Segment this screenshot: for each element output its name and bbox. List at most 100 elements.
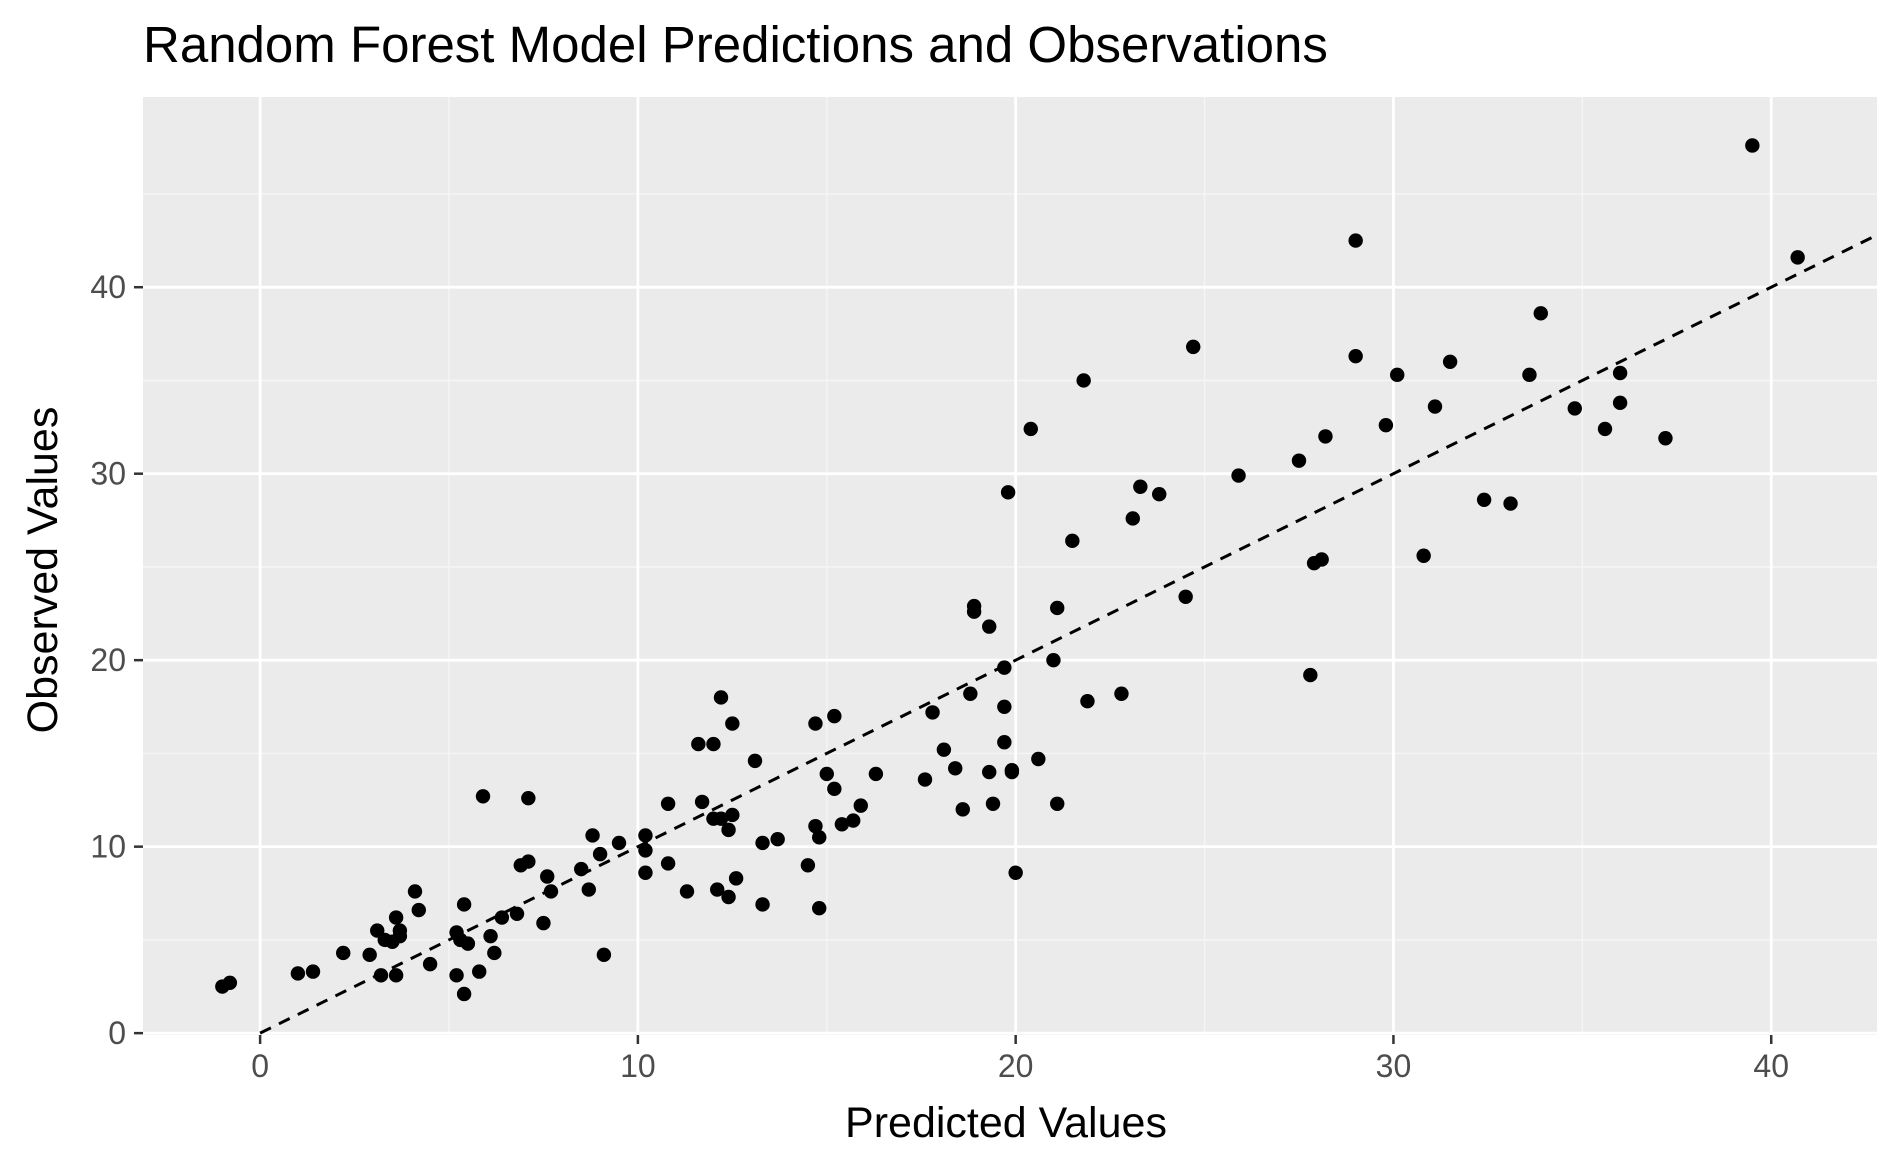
data-point <box>1114 686 1129 701</box>
data-point <box>596 947 612 963</box>
data-point <box>710 882 725 897</box>
data-point <box>827 781 842 797</box>
data-point <box>982 619 997 634</box>
data-point <box>660 856 676 871</box>
x-tick-label: 20 <box>998 1048 1034 1084</box>
data-point <box>917 772 933 787</box>
data-point <box>1790 250 1805 265</box>
data-point <box>997 660 1012 675</box>
data-point <box>1348 233 1363 248</box>
data-point <box>755 835 770 851</box>
data-point <box>611 835 627 851</box>
data-point <box>725 807 740 823</box>
data-point <box>1348 349 1363 364</box>
y-axis-ticks: 0 10 20 30 40 <box>90 269 143 1051</box>
data-point <box>827 708 842 724</box>
y-tick-label: 20 <box>90 642 126 678</box>
data-point <box>1503 496 1518 511</box>
data-point <box>997 735 1012 750</box>
data-point <box>1533 306 1548 321</box>
y-axis-title: Observed Values <box>19 407 67 734</box>
data-point <box>373 968 389 983</box>
data-point <box>660 796 676 811</box>
data-point <box>460 936 476 951</box>
data-point <box>407 884 423 899</box>
data-point <box>925 705 940 720</box>
x-tick-label: 0 <box>251 1048 269 1084</box>
chart-title: Random Forest Model Predictions and Obse… <box>143 16 1328 73</box>
data-point <box>1008 865 1023 880</box>
data-point <box>725 716 740 731</box>
data-point <box>1318 429 1333 444</box>
data-point <box>808 818 823 834</box>
data-point <box>1050 600 1065 616</box>
x-tick-label: 10 <box>620 1048 656 1084</box>
data-point <box>819 766 834 782</box>
data-point <box>449 968 464 983</box>
data-point <box>1390 367 1405 383</box>
data-point <box>808 716 823 731</box>
data-point <box>581 882 596 897</box>
data-point <box>1303 667 1318 683</box>
data-point <box>1004 762 1020 778</box>
data-point <box>747 753 763 769</box>
data-point <box>362 947 377 963</box>
data-point <box>1427 399 1443 414</box>
y-tick-label: 40 <box>90 269 126 305</box>
data-point <box>1745 138 1760 153</box>
data-point <box>638 843 653 858</box>
data-point <box>483 928 498 944</box>
data-point <box>800 858 816 873</box>
data-point <box>1050 796 1065 811</box>
data-point <box>456 897 472 912</box>
data-point <box>713 690 729 705</box>
data-point <box>290 966 306 981</box>
data-points <box>215 138 1805 1002</box>
data-point <box>691 736 706 752</box>
data-point <box>1658 431 1673 446</box>
data-point <box>1186 339 1201 355</box>
data-point <box>728 871 744 886</box>
data-point <box>846 813 861 828</box>
data-point <box>475 789 491 804</box>
data-point <box>1076 373 1091 388</box>
data-point <box>456 986 472 1002</box>
data-point <box>721 889 736 905</box>
data-point <box>222 975 238 990</box>
data-point <box>1080 693 1095 709</box>
y-tick-label: 0 <box>108 1015 126 1051</box>
data-point <box>812 830 827 845</box>
data-point <box>755 897 770 912</box>
data-point <box>574 861 589 877</box>
data-point <box>985 796 1001 811</box>
major-gridlines <box>143 97 1877 1035</box>
x-axis-ticks: 0 10 20 30 40 <box>251 1035 1789 1084</box>
data-point <box>1522 367 1537 383</box>
data-point <box>997 699 1012 714</box>
data-point <box>494 910 510 925</box>
data-point <box>543 884 559 899</box>
data-point <box>853 798 868 813</box>
data-point <box>721 822 736 838</box>
data-point <box>936 742 952 757</box>
data-point <box>1314 552 1329 567</box>
data-point <box>679 884 695 899</box>
data-point <box>521 790 536 806</box>
data-point <box>392 923 408 938</box>
data-point <box>1133 479 1148 494</box>
data-point <box>706 736 721 752</box>
data-point <box>1125 511 1140 526</box>
data-point <box>536 915 551 931</box>
data-point <box>1291 453 1307 468</box>
data-point <box>1612 395 1628 411</box>
data-point <box>1152 487 1167 502</box>
data-point <box>521 854 536 869</box>
data-point <box>1031 751 1046 767</box>
data-point <box>1000 485 1016 500</box>
data-point <box>509 906 525 921</box>
x-tick-label: 30 <box>1376 1048 1412 1084</box>
data-point <box>1023 421 1038 437</box>
data-point <box>948 761 963 776</box>
data-point <box>955 802 970 817</box>
x-axis-title: Predicted Values <box>845 1099 1167 1147</box>
